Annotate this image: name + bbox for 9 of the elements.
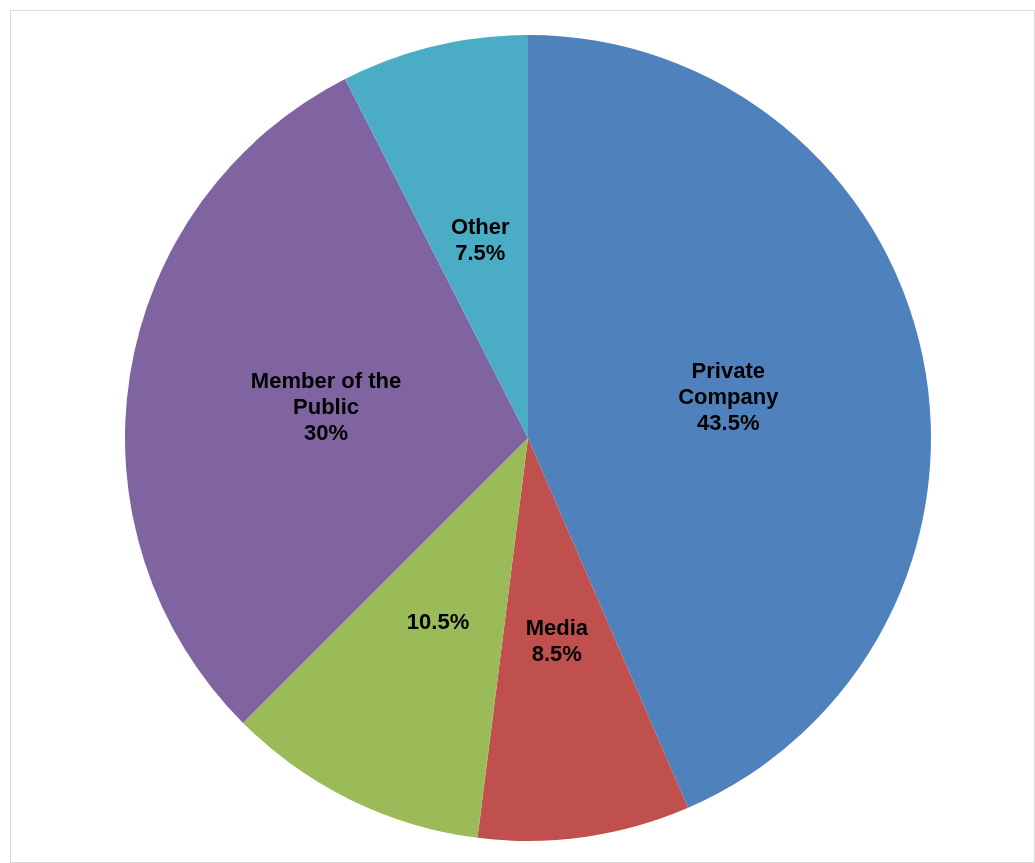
slice-label: Other [450, 213, 511, 239]
data-label: 43.5% [697, 410, 760, 436]
data-label: 10.5% [406, 609, 470, 635]
data-label: 7.5% [455, 239, 506, 265]
data-label: 30% [303, 419, 349, 445]
data-label: 8.5% [531, 640, 582, 666]
slice-label: Media [525, 614, 589, 640]
slice-label: Member of the Public [250, 367, 402, 419]
slice-label: Private Company [678, 358, 780, 410]
